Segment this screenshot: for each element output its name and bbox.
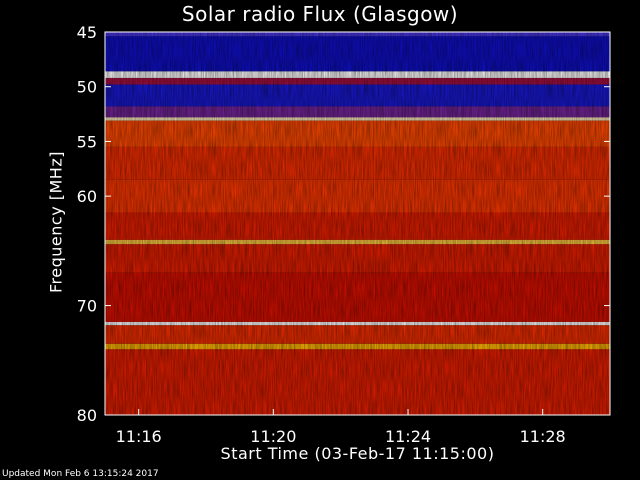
texture-overlay xyxy=(105,32,610,415)
y-tick-label: 60 xyxy=(77,187,97,206)
x-tick-label: 11:28 xyxy=(520,427,566,446)
y-tick-label: 70 xyxy=(77,297,97,316)
y-axis-label: Frequency [MHz] xyxy=(46,151,66,293)
chart-title: Solar radio Flux (Glasgow) xyxy=(181,2,459,26)
x-tick-label: 11:16 xyxy=(116,427,162,446)
axis-ticks: 45 50 55 60 70 80 11:16 11:20 11:24 11:28 xyxy=(77,23,610,446)
x-tick-label: 11:24 xyxy=(385,427,431,446)
x-tick-label: 11:20 xyxy=(250,427,296,446)
y-tick-label: 55 xyxy=(77,132,97,151)
plot-area xyxy=(105,32,610,415)
y-tick-label: 45 xyxy=(77,23,97,42)
plot-frame xyxy=(104,31,611,416)
y-tick-label: 80 xyxy=(77,406,97,425)
x-axis-label: Start Time (03-Feb-17 11:15:00) xyxy=(220,444,495,463)
y-tick-label: 50 xyxy=(77,78,97,97)
updated-timestamp: Updated Mon Feb 6 13:15:24 2017 xyxy=(2,469,159,479)
